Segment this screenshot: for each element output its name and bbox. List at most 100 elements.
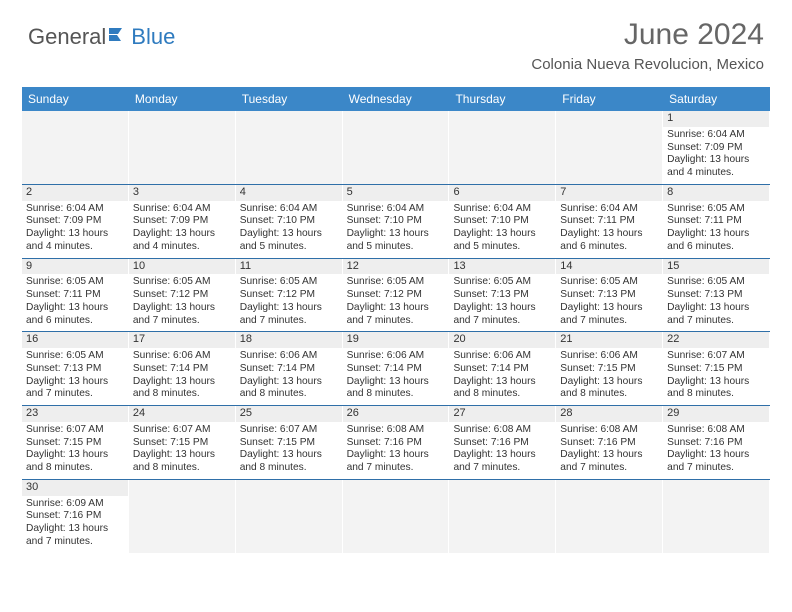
daylight-text: Daylight: 13 hours xyxy=(347,302,445,315)
day-number: 25 xyxy=(236,406,342,422)
day-cell xyxy=(236,480,343,553)
month-title: June 2024 xyxy=(531,18,764,52)
sunset-text: Sunset: 7:16 PM xyxy=(453,437,551,450)
day-cell xyxy=(663,480,770,553)
sunrise-text: Sunrise: 6:08 AM xyxy=(560,424,658,437)
daylight-text-2: and 8 minutes. xyxy=(347,388,445,401)
week-row: 16Sunrise: 6:05 AMSunset: 7:13 PMDayligh… xyxy=(22,332,770,406)
daylight-text: Daylight: 13 hours xyxy=(133,228,231,241)
sunrise-text: Sunrise: 6:04 AM xyxy=(347,203,445,216)
daylight-text-2: and 7 minutes. xyxy=(453,315,551,328)
sunset-text: Sunset: 7:10 PM xyxy=(453,215,551,228)
daylight-text-2: and 6 minutes. xyxy=(26,315,124,328)
day-number: 3 xyxy=(129,185,235,201)
day-header: Monday xyxy=(129,87,236,111)
sunrise-text: Sunrise: 6:06 AM xyxy=(560,350,658,363)
sunrise-text: Sunrise: 6:07 AM xyxy=(26,424,124,437)
day-cell: 7Sunrise: 6:04 AMSunset: 7:11 PMDaylight… xyxy=(556,185,663,258)
day-number: 5 xyxy=(343,185,449,201)
sunset-text: Sunset: 7:15 PM xyxy=(240,437,338,450)
day-number: 10 xyxy=(129,259,235,275)
day-number: 2 xyxy=(22,185,128,201)
daylight-text: Daylight: 13 hours xyxy=(347,449,445,462)
daylight-text-2: and 5 minutes. xyxy=(453,241,551,254)
sunset-text: Sunset: 7:15 PM xyxy=(560,363,658,376)
sunset-text: Sunset: 7:12 PM xyxy=(240,289,338,302)
sunrise-text: Sunrise: 6:06 AM xyxy=(133,350,231,363)
day-cell: 8Sunrise: 6:05 AMSunset: 7:11 PMDaylight… xyxy=(663,185,770,258)
day-cell: 14Sunrise: 6:05 AMSunset: 7:13 PMDayligh… xyxy=(556,259,663,332)
day-cell xyxy=(129,480,236,553)
day-cell xyxy=(449,111,556,184)
daylight-text: Daylight: 13 hours xyxy=(453,228,551,241)
day-number: 17 xyxy=(129,332,235,348)
day-number: 27 xyxy=(449,406,555,422)
day-cell: 2Sunrise: 6:04 AMSunset: 7:09 PMDaylight… xyxy=(22,185,129,258)
day-number: 28 xyxy=(556,406,662,422)
weeks-container: 1Sunrise: 6:04 AMSunset: 7:09 PMDaylight… xyxy=(22,111,770,553)
sunrise-text: Sunrise: 6:07 AM xyxy=(667,350,765,363)
sunrise-text: Sunrise: 6:06 AM xyxy=(453,350,551,363)
day-number: 26 xyxy=(343,406,449,422)
day-number: 13 xyxy=(449,259,555,275)
sunset-text: Sunset: 7:12 PM xyxy=(347,289,445,302)
week-row: 30Sunrise: 6:09 AMSunset: 7:16 PMDayligh… xyxy=(22,480,770,553)
day-number: 8 xyxy=(663,185,769,201)
sunrise-text: Sunrise: 6:04 AM xyxy=(453,203,551,216)
day-cell xyxy=(449,480,556,553)
day-number: 18 xyxy=(236,332,342,348)
daylight-text-2: and 4 minutes. xyxy=(133,241,231,254)
daylight-text: Daylight: 13 hours xyxy=(560,228,658,241)
day-header: Tuesday xyxy=(236,87,343,111)
sunset-text: Sunset: 7:13 PM xyxy=(667,289,765,302)
sunrise-text: Sunrise: 6:06 AM xyxy=(347,350,445,363)
sunset-text: Sunset: 7:12 PM xyxy=(133,289,231,302)
daylight-text: Daylight: 13 hours xyxy=(133,449,231,462)
sunrise-text: Sunrise: 6:05 AM xyxy=(240,276,338,289)
sunset-text: Sunset: 7:14 PM xyxy=(133,363,231,376)
sunrise-text: Sunrise: 6:07 AM xyxy=(133,424,231,437)
day-cell: 15Sunrise: 6:05 AMSunset: 7:13 PMDayligh… xyxy=(663,259,770,332)
daylight-text: Daylight: 13 hours xyxy=(560,302,658,315)
daylight-text-2: and 7 minutes. xyxy=(26,536,124,549)
sunrise-text: Sunrise: 6:06 AM xyxy=(240,350,338,363)
daylight-text-2: and 6 minutes. xyxy=(667,241,765,254)
sunrise-text: Sunrise: 6:07 AM xyxy=(240,424,338,437)
daylight-text: Daylight: 13 hours xyxy=(667,154,765,167)
header: General Blue June 2024 Colonia Nueva Rev… xyxy=(0,0,792,79)
daylight-text-2: and 8 minutes. xyxy=(240,388,338,401)
sunset-text: Sunset: 7:09 PM xyxy=(26,215,124,228)
sunrise-text: Sunrise: 6:08 AM xyxy=(453,424,551,437)
day-header: Thursday xyxy=(449,87,556,111)
sunset-text: Sunset: 7:11 PM xyxy=(26,289,124,302)
day-cell: 16Sunrise: 6:05 AMSunset: 7:13 PMDayligh… xyxy=(22,332,129,405)
sunset-text: Sunset: 7:14 PM xyxy=(347,363,445,376)
sunrise-text: Sunrise: 6:05 AM xyxy=(347,276,445,289)
day-number: 29 xyxy=(663,406,769,422)
calendar: Sunday Monday Tuesday Wednesday Thursday… xyxy=(22,87,770,553)
daylight-text: Daylight: 13 hours xyxy=(133,302,231,315)
sunset-text: Sunset: 7:16 PM xyxy=(560,437,658,450)
daylight-text-2: and 7 minutes. xyxy=(240,315,338,328)
day-cell: 26Sunrise: 6:08 AMSunset: 7:16 PMDayligh… xyxy=(343,406,450,479)
day-cell: 3Sunrise: 6:04 AMSunset: 7:09 PMDaylight… xyxy=(129,185,236,258)
day-cell xyxy=(22,111,129,184)
daylight-text-2: and 5 minutes. xyxy=(347,241,445,254)
day-cell: 23Sunrise: 6:07 AMSunset: 7:15 PMDayligh… xyxy=(22,406,129,479)
sunset-text: Sunset: 7:10 PM xyxy=(347,215,445,228)
logo-text-blue: Blue xyxy=(131,24,175,50)
sunset-text: Sunset: 7:16 PM xyxy=(347,437,445,450)
day-header: Saturday xyxy=(663,87,770,111)
day-number: 14 xyxy=(556,259,662,275)
day-number: 12 xyxy=(343,259,449,275)
daylight-text: Daylight: 13 hours xyxy=(667,228,765,241)
daylight-text: Daylight: 13 hours xyxy=(240,449,338,462)
sunrise-text: Sunrise: 6:05 AM xyxy=(560,276,658,289)
daylight-text: Daylight: 13 hours xyxy=(26,449,124,462)
daylight-text-2: and 7 minutes. xyxy=(667,462,765,475)
daylight-text-2: and 7 minutes. xyxy=(26,388,124,401)
sunrise-text: Sunrise: 6:05 AM xyxy=(26,276,124,289)
day-cell: 30Sunrise: 6:09 AMSunset: 7:16 PMDayligh… xyxy=(22,480,129,553)
daylight-text-2: and 8 minutes. xyxy=(133,388,231,401)
day-number: 19 xyxy=(343,332,449,348)
